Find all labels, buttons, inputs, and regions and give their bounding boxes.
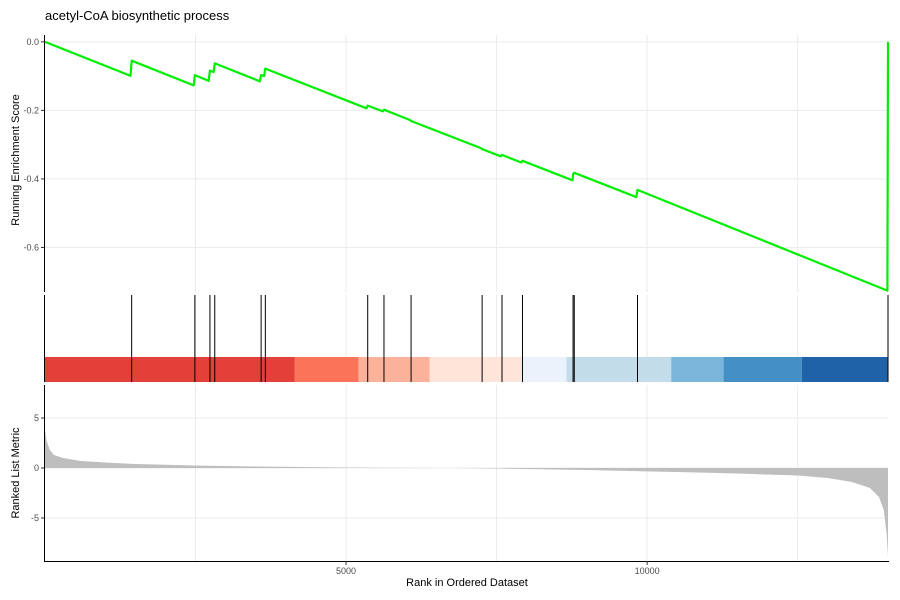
rank-color-band [45, 357, 295, 382]
ranked-y-tick-label: 0 [34, 463, 39, 473]
ranked-y-tick-label: -5 [31, 513, 39, 523]
enrichment-score-line [44, 40, 890, 292]
ranked-y-label: Ranked List Metric [10, 427, 22, 519]
ranked-metric-area [45, 430, 888, 556]
rank-color-band [566, 357, 672, 382]
rank-color-band [671, 357, 724, 382]
ranked-x-tick-label: 5000 [336, 566, 356, 576]
enrichment-y-tick-label: 0.0 [26, 37, 39, 47]
ranked-x-tick-label: 10000 [635, 566, 660, 576]
ranked-x-label: Rank in Ordered Dataset [406, 577, 528, 589]
rank-color-band [801, 357, 888, 382]
enrichment-grid [45, 35, 888, 292]
rank-color-bar [45, 357, 888, 382]
enrichment-y-tick-label: -0.6 [23, 242, 39, 252]
gene-hits-panel [44, 295, 889, 382]
ranked-metric-panel: 5 0 -5 5000 10000 Ranked List Metric Rank in… [10, 385, 889, 589]
rank-color-band [358, 357, 430, 382]
rank-color-band [723, 357, 802, 382]
enrichment-y-tick-label: -0.4 [23, 174, 39, 184]
rank-color-band [294, 357, 359, 382]
ranked-y-tick-label: 5 [34, 413, 39, 423]
rank-color-band [429, 357, 522, 382]
hits-grid [194, 295, 799, 357]
enrichment-y-label: Running Enrichment Score [10, 94, 22, 225]
ranked-axes: 5 0 -5 5000 10000 [31, 385, 889, 576]
enrichment-score-panel: 0.0 -0.2 -0.4 -0.6 Running Enrichment Score [10, 35, 890, 292]
rank-color-band [521, 357, 567, 382]
gene-hit-marks [131, 295, 889, 382]
enrichment-y-tick-label: -0.2 [23, 105, 39, 115]
chart-title: acetyl-CoA biosynthetic process [45, 8, 230, 23]
enrichment-y-axis: 0.0 -0.2 -0.4 -0.6 [23, 35, 45, 292]
